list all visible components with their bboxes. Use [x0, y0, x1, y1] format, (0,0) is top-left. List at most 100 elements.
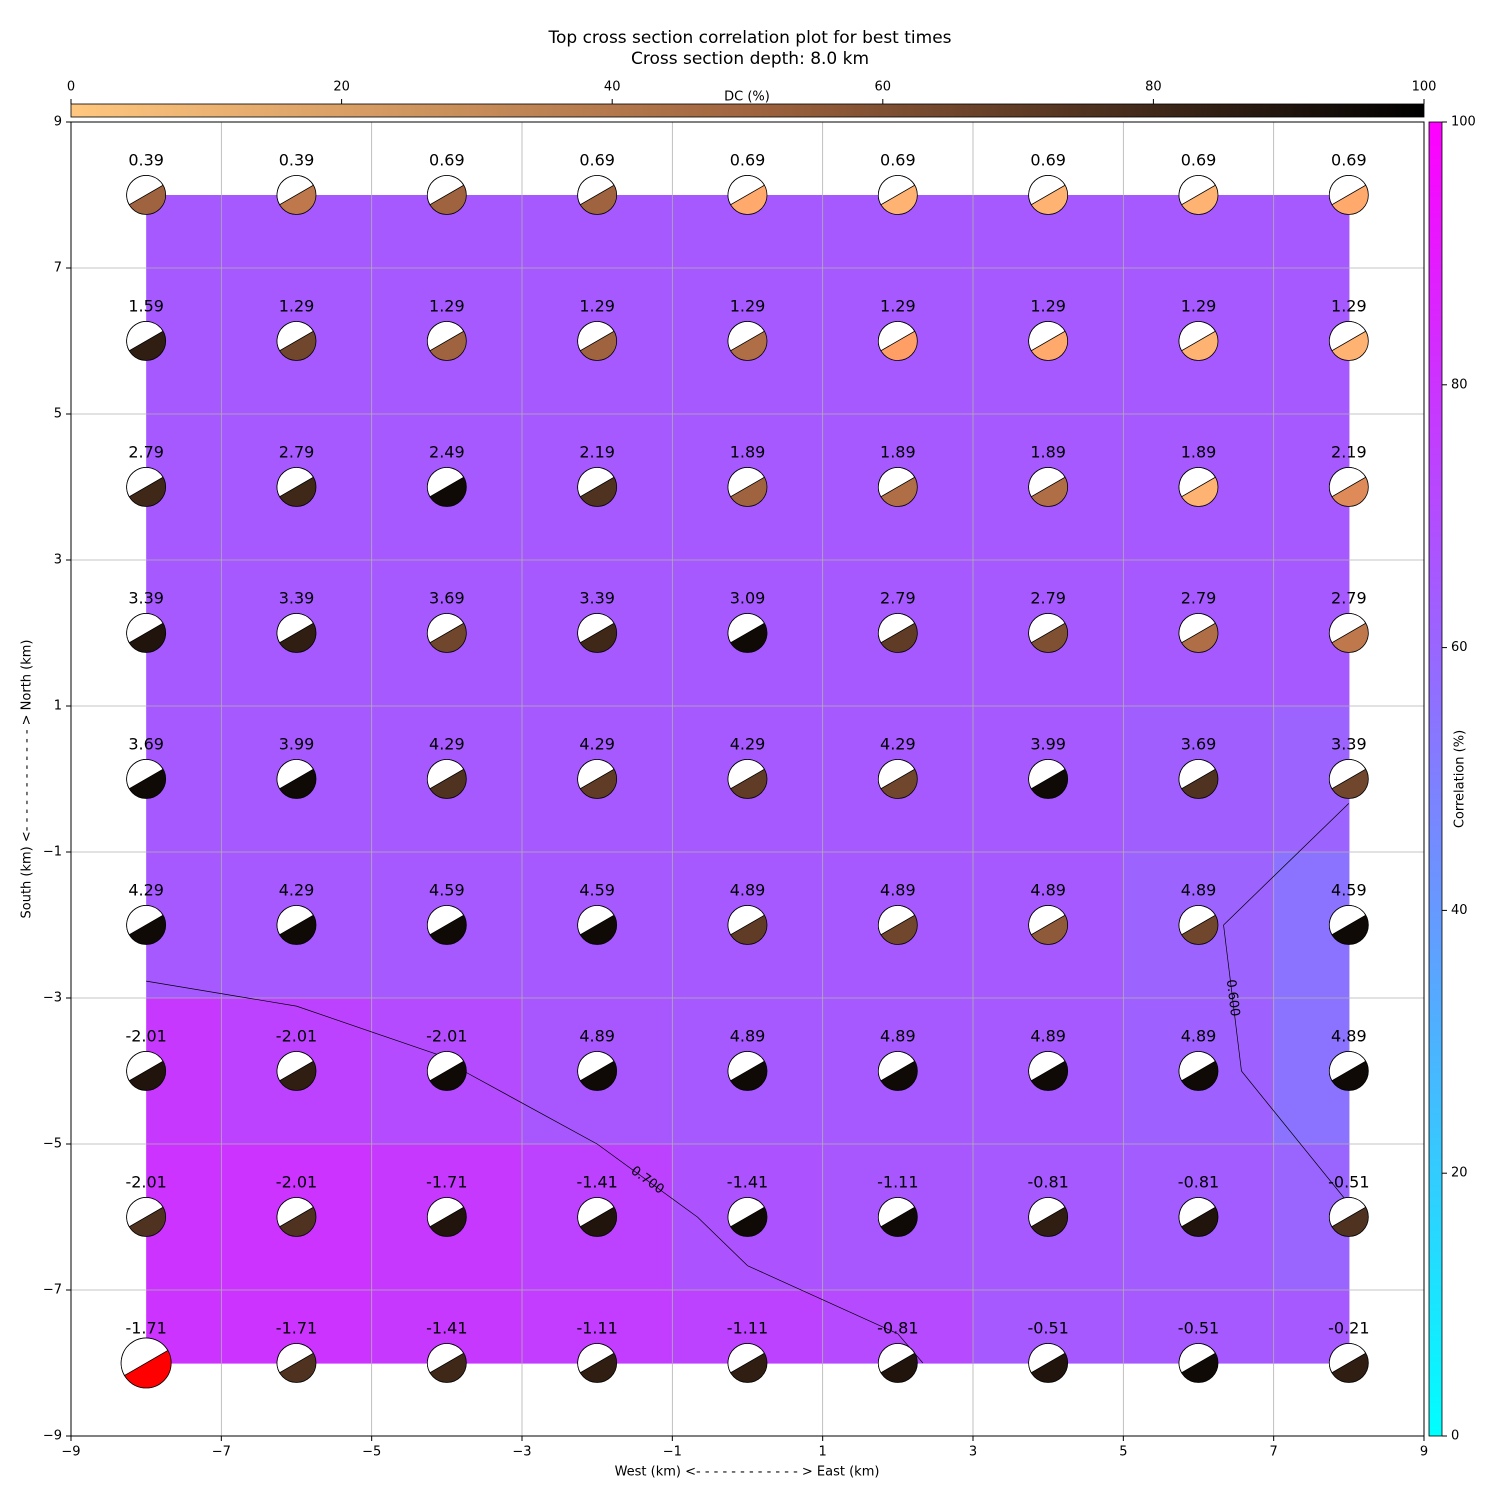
time-shift-label: 4.89: [880, 881, 916, 900]
beachball-tension: [877, 613, 916, 644]
beachball-tension: [1178, 1343, 1216, 1374]
beachball-tension: [426, 321, 465, 352]
x-tick-label: −7: [212, 1445, 231, 1460]
time-shift-label: -2.01: [276, 1027, 317, 1046]
beachballs: 0.39 0.39 0.69 0.69 0.69 0.69 0.69 0.69 0.69 1.59…: [120, 151, 1370, 1389]
beachball-tension: [1178, 175, 1216, 206]
beachball-tension: [727, 613, 765, 644]
time-shift-label: -0.51: [1178, 1319, 1219, 1338]
time-shift-label: 2.79: [880, 589, 916, 608]
beachball-tension: [877, 1343, 916, 1374]
beachball-tension: [1028, 1051, 1066, 1082]
x-tick-label: −5: [362, 1445, 381, 1460]
beachball-tension: [727, 1343, 765, 1374]
correlation-colorbar-tick-label: 40: [1451, 903, 1468, 918]
beachball-tension: [1028, 905, 1066, 936]
time-shift-label: -0.81: [877, 1319, 918, 1338]
time-shift-label: -0.51: [1027, 1319, 1068, 1338]
beachball-tension: [1329, 1343, 1367, 1374]
beachball-tension: [1329, 175, 1367, 206]
time-shift-label: 4.29: [579, 735, 615, 754]
beachball-tension: [577, 1197, 615, 1228]
time-shift-label: 4.29: [429, 735, 465, 754]
beachball-tension: [1178, 321, 1216, 352]
y-tick-label: −5: [43, 1137, 62, 1152]
x-tick-label: −3: [512, 1445, 531, 1460]
contour-line: [1223, 803, 1350, 926]
time-shift-label: 3.39: [128, 589, 164, 608]
beachball-tension: [426, 1197, 465, 1228]
beachball-tension: [276, 321, 314, 352]
time-shift-label: -1.41: [727, 1173, 768, 1192]
time-shift-label: 4.29: [128, 881, 164, 900]
beachball-tension: [126, 175, 164, 206]
beachball-tension: [877, 175, 916, 206]
y-tick-label: −7: [43, 1283, 62, 1298]
time-shift-label: -1.11: [727, 1319, 768, 1338]
time-shift-label: -1.71: [426, 1173, 467, 1192]
beachball-tension: [727, 905, 765, 936]
beachball-tension: [727, 759, 765, 790]
beachball-tension: [276, 1197, 314, 1228]
time-shift-label: 0.69: [429, 151, 465, 170]
beachball-tension: [126, 613, 164, 644]
beachball-tension: [577, 467, 615, 498]
x-tick-label: 1: [819, 1445, 827, 1460]
time-shift-label: 4.89: [880, 1027, 916, 1046]
beachball-tension: [577, 1051, 615, 1082]
dc-colorbar-tick-label: 0: [67, 80, 75, 95]
contour-line: [697, 1216, 748, 1266]
time-shift-label: 4.29: [880, 735, 916, 754]
correlation-colorbar-tick-label: 100: [1451, 115, 1476, 130]
time-shift-label: 4.89: [1331, 1027, 1367, 1046]
dc-colorbar: [70, 103, 1425, 118]
time-shift-label: 4.59: [429, 881, 465, 900]
beachball-tension: [1028, 1343, 1066, 1374]
time-shift-label: 4.89: [1030, 881, 1066, 900]
beachball-tension: [877, 1197, 916, 1228]
x-axis-label: West (km) <- - - - - - - - - - - - > Eas…: [615, 1465, 880, 1480]
beachball-tension: [426, 1343, 465, 1374]
beachball-tension: [1028, 613, 1066, 644]
beachball-tension: [577, 321, 615, 352]
beachball-tension: [1028, 175, 1066, 206]
time-shift-label: 4.59: [579, 881, 615, 900]
time-shift-label: -0.21: [1328, 1319, 1369, 1338]
x-tick-label: 7: [1270, 1445, 1278, 1460]
beachball-tension: [1329, 613, 1367, 644]
time-shift-label: 0.69: [1181, 151, 1217, 170]
y-tick-label: 5: [54, 407, 62, 422]
time-shift-label: -1.71: [276, 1319, 317, 1338]
beachball-tension: [577, 759, 615, 790]
beachball-tension: [126, 1051, 164, 1082]
beachball-tension: [1329, 905, 1367, 936]
time-shift-label: 0.39: [128, 151, 164, 170]
time-shift-label: -1.41: [576, 1173, 617, 1192]
time-shift-label: 3.69: [1181, 735, 1217, 754]
time-shift-label: 0.69: [579, 151, 615, 170]
time-shift-label: 3.39: [1331, 735, 1367, 754]
time-shift-label: -0.81: [1178, 1173, 1219, 1192]
time-shift-label: -2.01: [125, 1027, 166, 1046]
y-tick-label: 3: [54, 553, 62, 568]
time-shift-label: 1.59: [128, 297, 164, 316]
time-shift-label: -0.51: [1328, 1173, 1369, 1192]
y-tick-label: 7: [54, 261, 62, 276]
beachball-tension: [1178, 467, 1216, 498]
time-shift-label: -1.11: [576, 1319, 617, 1338]
time-shift-label: 1.29: [579, 297, 615, 316]
time-shift-label: 4.89: [1181, 1027, 1217, 1046]
beachball-tension: [1329, 1197, 1367, 1228]
time-shift-label: 3.99: [279, 735, 315, 754]
beachball-tension: [276, 759, 314, 790]
beachball-tension: [276, 1343, 314, 1374]
time-shift-label: 1.89: [1030, 443, 1066, 462]
time-shift-label: 2.19: [579, 443, 615, 462]
time-shift-label: 0.69: [1331, 151, 1367, 170]
dc-colorbar-tick-label: 40: [604, 80, 621, 95]
time-shift-label: -1.71: [125, 1319, 166, 1338]
time-shift-label: 4.89: [1181, 881, 1217, 900]
beachball-tension: [426, 759, 465, 790]
plot-frame: [70, 121, 1425, 1437]
